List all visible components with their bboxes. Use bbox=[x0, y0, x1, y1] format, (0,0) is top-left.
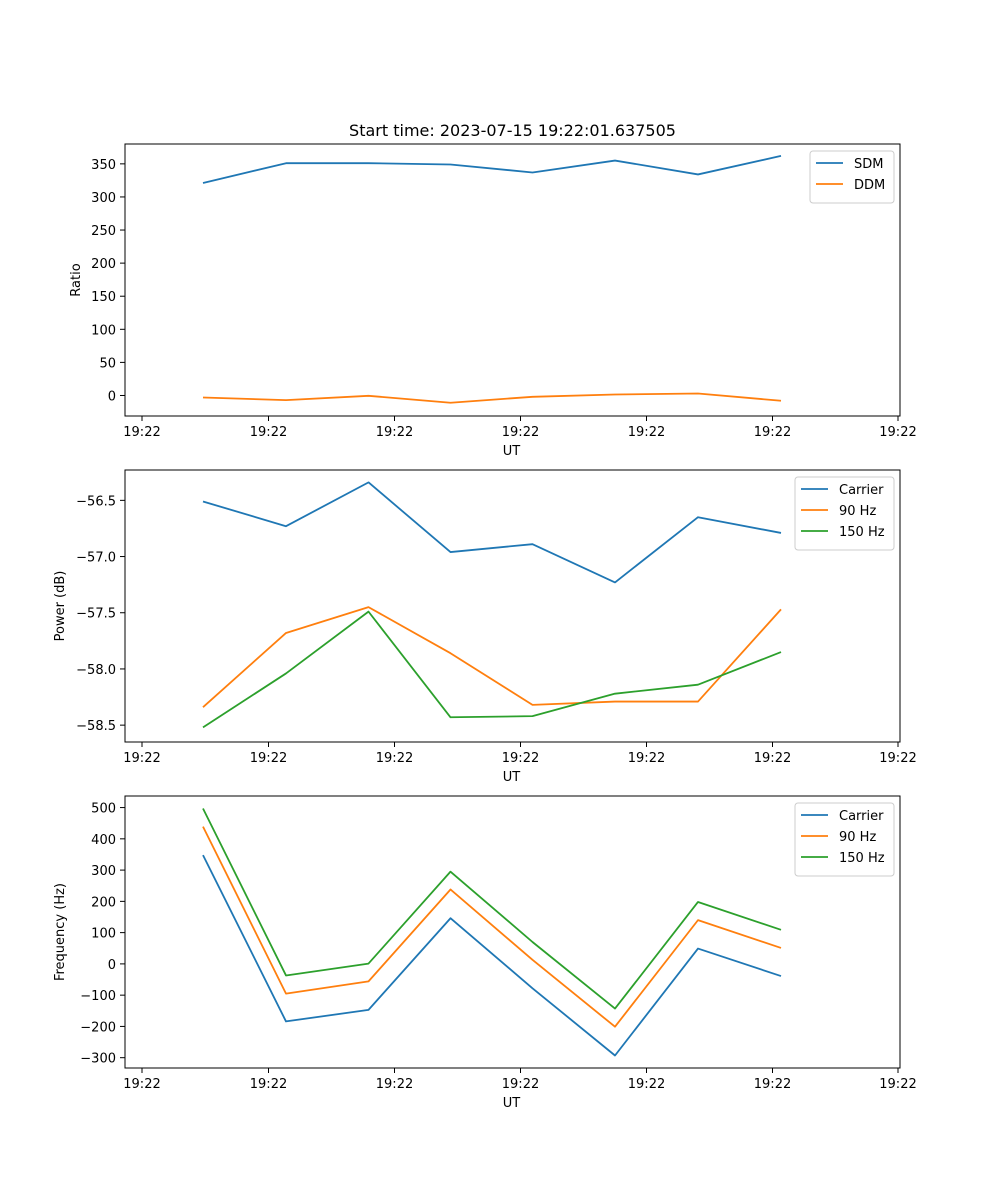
y-tick-label: 100 bbox=[91, 323, 116, 338]
x-tick-label: 19:22 bbox=[628, 425, 665, 440]
y-tick-label: −57.0 bbox=[76, 551, 116, 566]
chart-title: Start time: 2023-07-15 19:22:01.637505 bbox=[349, 121, 676, 140]
x-tick-label: 19:22 bbox=[754, 1077, 791, 1092]
series-line-150-hz bbox=[202, 610, 782, 729]
y-tick-label: 150 bbox=[91, 290, 116, 305]
y-tick-label: −58.0 bbox=[76, 663, 116, 678]
y-tick-label: −57.5 bbox=[76, 607, 116, 622]
x-tick-label: 19:22 bbox=[376, 1077, 413, 1092]
y-tick-label: 300 bbox=[91, 864, 116, 879]
plot-area bbox=[125, 144, 900, 416]
legend-box bbox=[809, 150, 895, 204]
y-tick-label: −100 bbox=[80, 989, 116, 1004]
y-axis-label: Frequency (Hz) bbox=[53, 883, 68, 981]
x-axis-label: UT bbox=[503, 444, 521, 459]
y-tick-label: −300 bbox=[80, 1052, 116, 1067]
legend-label: 150 Hz bbox=[839, 851, 885, 866]
x-tick-label: 19:22 bbox=[250, 751, 287, 766]
series-line-90-hz bbox=[202, 606, 782, 708]
y-tick-label: −200 bbox=[80, 1020, 116, 1035]
y-tick-label: −56.5 bbox=[76, 494, 116, 509]
series-line-carrier bbox=[202, 854, 782, 1057]
y-tick-label: 0 bbox=[108, 389, 116, 404]
legend: SDM DDM bbox=[809, 150, 895, 204]
x-tick-label: 19:22 bbox=[628, 1077, 665, 1092]
y-axis-label: Power (dB) bbox=[53, 571, 68, 642]
series-line-90-hz bbox=[202, 826, 782, 1028]
chart-panel-2: 19:22 19:22 19:22 19:22 19:22 19:22 19:22 −58.5… bbox=[53, 469, 917, 785]
plot-area bbox=[125, 470, 900, 742]
axes-frame bbox=[124, 469, 901, 743]
axes-frame bbox=[124, 143, 901, 417]
legend-label: 90 Hz bbox=[839, 504, 876, 519]
x-tick-label: 19:22 bbox=[250, 1077, 287, 1092]
legend-label: DDM bbox=[854, 178, 885, 193]
plot-area bbox=[125, 796, 900, 1068]
x-tick-label: 19:22 bbox=[123, 425, 160, 440]
y-tick-label: 350 bbox=[91, 158, 116, 173]
series-line-ddm bbox=[202, 392, 782, 404]
y-tick-label: −58.5 bbox=[76, 719, 116, 734]
legend: Carrier 90 Hz 150 Hz bbox=[794, 476, 895, 551]
y-tick-label: 0 bbox=[108, 958, 116, 973]
x-tick-label: 19:22 bbox=[376, 425, 413, 440]
x-tick-label: 19:22 bbox=[754, 425, 791, 440]
axes-frame bbox=[124, 795, 901, 1069]
series-line-150-hz bbox=[202, 808, 782, 1010]
y-axis-label: Ratio bbox=[69, 263, 84, 296]
legend-label: 150 Hz bbox=[839, 525, 885, 540]
legend-label: 90 Hz bbox=[839, 830, 876, 845]
x-tick-label: 19:22 bbox=[879, 751, 916, 766]
series-line-sdm bbox=[202, 155, 782, 184]
x-axis-label: UT bbox=[503, 770, 521, 785]
y-tick-label: 100 bbox=[91, 927, 116, 942]
legend-label: Carrier bbox=[839, 483, 884, 498]
y-tick-label: 250 bbox=[91, 224, 116, 239]
x-tick-label: 19:22 bbox=[502, 1077, 539, 1092]
x-tick-label: 19:22 bbox=[628, 751, 665, 766]
x-tick-label: 19:22 bbox=[879, 1077, 916, 1092]
y-tick-label: 300 bbox=[91, 191, 116, 206]
y-tick-label: 400 bbox=[91, 833, 116, 848]
chart-panel-1: 19:22 19:22 19:22 19:22 19:22 19:22 19:22 0 50 10… bbox=[69, 121, 917, 459]
legend: Carrier 90 Hz 150 Hz bbox=[794, 802, 895, 877]
y-tick-label: 200 bbox=[91, 895, 116, 910]
y-tick-label: 500 bbox=[91, 802, 116, 817]
x-tick-label: 19:22 bbox=[376, 751, 413, 766]
legend-label: SDM bbox=[854, 157, 883, 172]
legend-label: Carrier bbox=[839, 809, 884, 824]
x-tick-label: 19:22 bbox=[879, 425, 916, 440]
y-tick-label: 200 bbox=[91, 257, 116, 272]
series-line-carrier bbox=[202, 481, 782, 584]
x-tick-label: 19:22 bbox=[123, 751, 160, 766]
x-tick-label: 19:22 bbox=[502, 751, 539, 766]
x-tick-label: 19:22 bbox=[502, 425, 539, 440]
x-tick-label: 19:22 bbox=[250, 425, 287, 440]
chart-panel-3: 19:22 19:22 19:22 19:22 19:22 19:22 19:22 −300 −… bbox=[53, 795, 917, 1111]
x-axis-label: UT bbox=[503, 1096, 521, 1111]
x-tick-label: 19:22 bbox=[754, 751, 791, 766]
x-tick-label: 19:22 bbox=[123, 1077, 160, 1092]
y-tick-label: 50 bbox=[99, 356, 116, 371]
